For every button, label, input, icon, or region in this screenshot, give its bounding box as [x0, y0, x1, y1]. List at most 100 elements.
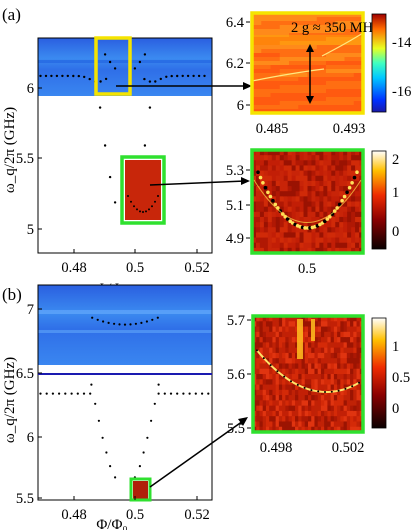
insB-cell [337, 416, 341, 422]
insTop-cell [261, 57, 271, 62]
insTop-cell [298, 37, 308, 42]
insB-cell [308, 363, 312, 370]
insB-cell [278, 368, 283, 375]
insB-cell [265, 342, 270, 349]
insB-cell [337, 331, 341, 338]
insB-parabola-dot [256, 349, 258, 352]
b-xtick-0p48: 0.48 [61, 507, 86, 523]
insBot-cell [295, 232, 301, 239]
insBot-cell [283, 206, 289, 213]
insB-cell [291, 421, 296, 428]
a-qubit-dot [98, 106, 102, 109]
insB-cell [265, 389, 270, 396]
insBot-cell [267, 191, 273, 197]
insBot-cell [347, 191, 352, 197]
insTop-cell [326, 29, 336, 34]
insBot-cell [287, 242, 293, 249]
insBot-cell [259, 186, 265, 192]
insBot-cell [303, 155, 308, 161]
insTop-cell [326, 81, 336, 86]
insB-cell [259, 316, 264, 322]
insB-cell [311, 421, 315, 428]
insTop-cell [270, 77, 281, 82]
insB-cell [330, 395, 335, 401]
insBot-ytick-5p1: 5.1 [226, 198, 244, 214]
insBot-cell [303, 175, 308, 182]
panel-b-ticks [38, 308, 198, 500]
insB-cell [259, 400, 264, 407]
insTop-cell [307, 29, 318, 34]
b-resonator-dot [182, 392, 185, 395]
insTop-cell [326, 57, 336, 62]
insBot-cell [335, 216, 340, 223]
insB-cell [288, 384, 293, 391]
insB-cell [301, 389, 306, 396]
insB-cell [272, 342, 277, 349]
insTop-xtick-left: 0.485 [256, 121, 289, 137]
insB-cell [272, 363, 277, 370]
insB-parabola-dot [276, 370, 279, 373]
a-lower-parabola-dot [148, 208, 150, 211]
insBot-cell [275, 191, 281, 197]
insB-cell [314, 352, 319, 359]
insTop-cell [307, 41, 318, 46]
b-xlabel: Φ/Φ₀ [96, 517, 127, 530]
insBot-cell [307, 186, 312, 192]
b-resonator-dot [51, 392, 55, 395]
insBot-cell [323, 196, 328, 202]
insBot-parabola-point [273, 202, 278, 207]
insB-cell [333, 426, 338, 433]
insB-cell [330, 374, 335, 380]
insBot-cell [283, 160, 289, 166]
insBot-cell [347, 170, 352, 177]
b-resonator-dot [157, 392, 160, 395]
insB-cell [282, 331, 286, 338]
insBot-cell [335, 201, 340, 208]
insB-cell [330, 384, 335, 391]
insBot-cell [291, 180, 297, 187]
insBot-cell [271, 155, 277, 161]
insBot-cell [255, 160, 261, 166]
insB-cell [275, 374, 280, 380]
insTop-cell [307, 33, 318, 38]
insB-cell [333, 363, 338, 370]
insBot-cell [311, 222, 316, 228]
insBot-cell [259, 191, 265, 197]
insBot-cell [347, 201, 352, 208]
insBot-cell [267, 211, 273, 218]
insB-cell [311, 316, 315, 322]
insB-cell [337, 379, 341, 386]
insB-cell [269, 321, 273, 328]
insB-cell [304, 400, 309, 407]
insBot-cell [287, 211, 293, 218]
insB-cell [327, 331, 332, 338]
insB-cell [337, 358, 341, 364]
insB-cell [288, 368, 293, 375]
insB-cell [346, 405, 351, 412]
insBot-parabola-point [258, 175, 263, 180]
insTop-cell [289, 21, 299, 26]
a-resonator-dot [99, 80, 102, 83]
insTop-cell [298, 13, 308, 18]
insB-cell [275, 400, 280, 407]
insBot-cell [271, 196, 277, 202]
insB-cell [288, 326, 293, 333]
insB-cell [282, 416, 286, 422]
insB-cell [350, 410, 354, 417]
insB-cell [314, 426, 319, 433]
insB-cell [327, 374, 332, 380]
insBot-cell [291, 186, 297, 192]
insTop-cell [326, 37, 336, 42]
insB-cell [333, 384, 338, 391]
insB-cell [308, 416, 312, 422]
insBot-cell [275, 242, 281, 249]
b-upper-curve-dot [134, 322, 137, 325]
insBot-cell [283, 211, 289, 218]
insB-cell [275, 363, 280, 370]
insTop-cell [316, 81, 327, 86]
insTop-cell [316, 73, 327, 78]
insTop-cell [261, 49, 271, 54]
insBot-cell [295, 216, 301, 223]
insTop-cell [316, 61, 327, 66]
insB-cell [343, 384, 348, 391]
